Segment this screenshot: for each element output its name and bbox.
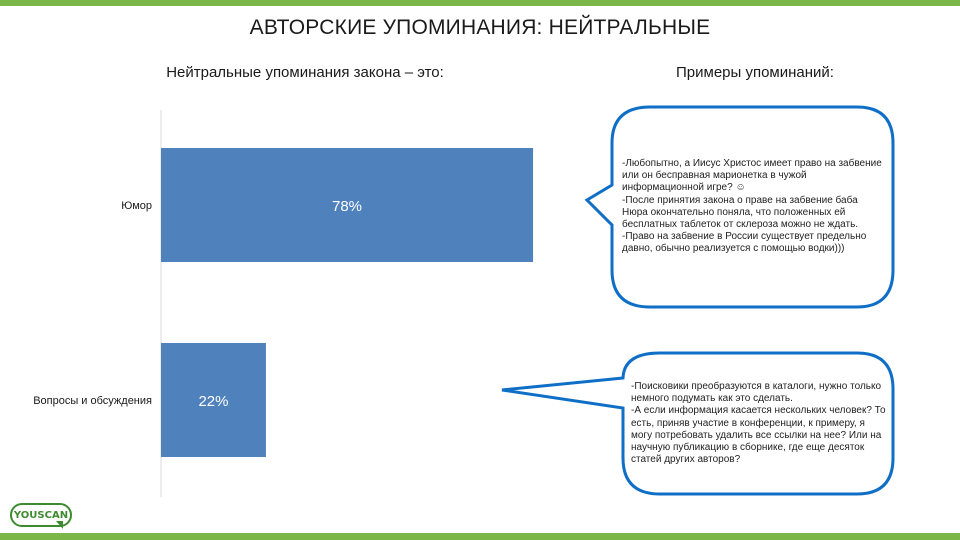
bubble-2-text: -Поисковики преобразуются в каталоги, ну… (631, 381, 886, 466)
bar-value-label: 22% (198, 393, 228, 410)
bubble-1-text: -Любопытно, а Иисус Христос имеет право … (622, 158, 882, 255)
page-title: АВТОРСКИЕ УПОМИНАНИЯ: НЕЙТРАЛЬНЫЕ (249, 16, 711, 39)
speech-bubble-2 (501, 351, 895, 496)
examples-subtitle: Примеры упоминаний: (676, 64, 834, 81)
top-accent-bar (0, 0, 960, 6)
chart-subtitle: Нейтральные упоминания закона – это: (166, 64, 444, 81)
category-label: Вопросы и обсуждения (33, 395, 152, 407)
speech-bubble-1 (584, 105, 895, 309)
bottom-accent-bar (0, 533, 960, 540)
bar-value-label: 78% (332, 198, 362, 215)
bar-1 (161, 148, 534, 262)
logo-tail-icon (56, 521, 63, 529)
bar-2 (161, 343, 266, 457)
category-label: Юмор (121, 200, 152, 212)
